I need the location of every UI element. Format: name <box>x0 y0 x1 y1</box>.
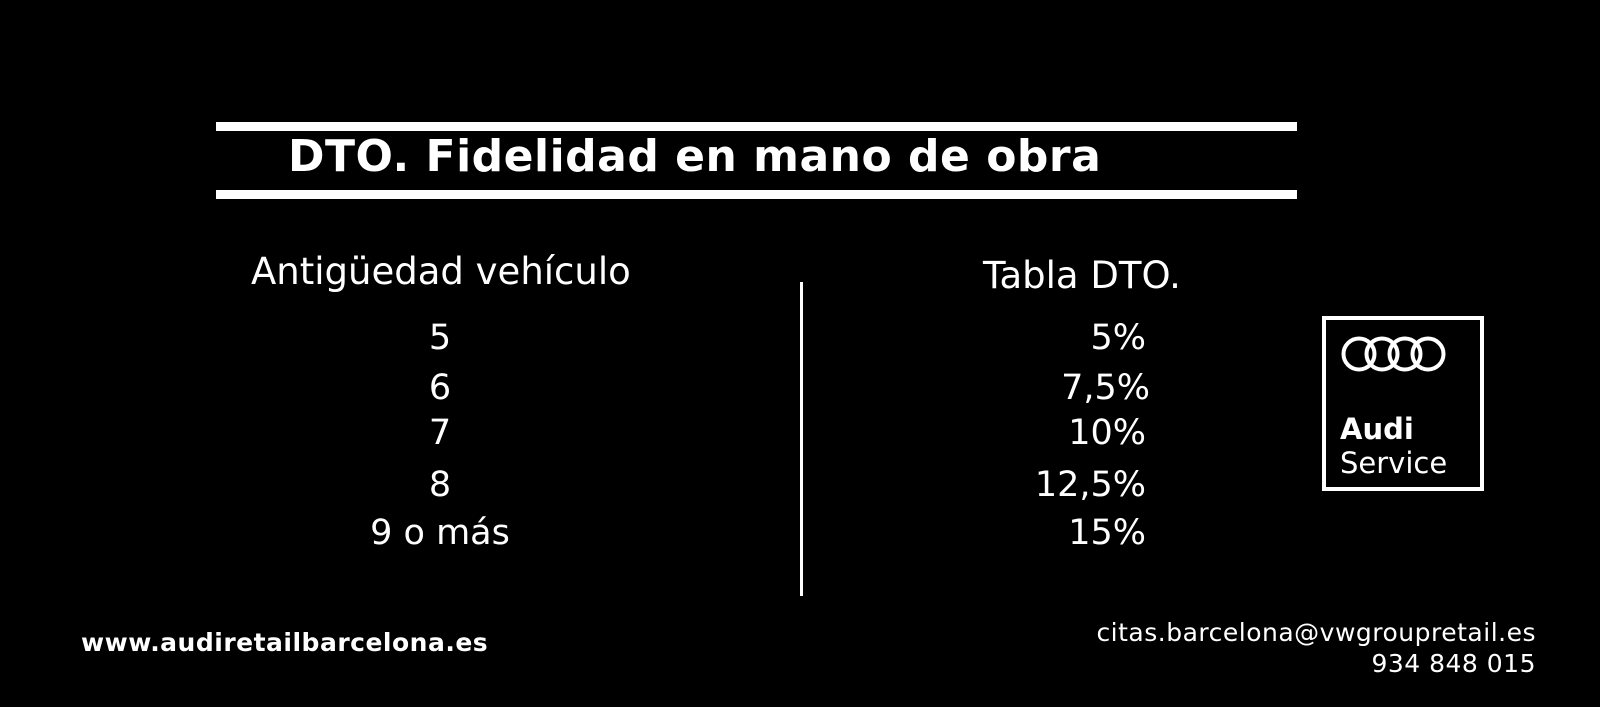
vehicle-age-cell: 9 o más <box>370 513 510 553</box>
page-title: DTO. Fidelidad en mano de obra <box>288 131 1102 182</box>
audi-service-logo: Audi Service <box>1322 316 1484 491</box>
discount-cell: 15% <box>1068 513 1146 553</box>
title-bottom-rule <box>216 190 1297 199</box>
vehicle-age-cell: 6 <box>428 368 452 408</box>
discount-cell: 5% <box>1090 318 1146 358</box>
contact-block: citas.barcelona@vwgroupretail.es 934 848… <box>1096 617 1536 679</box>
column-header-vehicle-age: Antigüedad vehículo <box>251 250 631 293</box>
discount-cell: 12,5% <box>1034 465 1146 505</box>
phone-number[interactable]: 934 848 015 <box>1371 649 1536 678</box>
website-link[interactable]: www.audiretailbarcelona.es <box>81 628 489 657</box>
vehicle-age-cell: 5 <box>428 318 452 358</box>
vehicle-age-cell: 7 <box>428 413 452 453</box>
discount-cell: 10% <box>1068 413 1146 453</box>
title-top-rule <box>216 122 1297 131</box>
column-header-discount: Tabla DTO. <box>983 254 1181 297</box>
discount-cell: 7,5% <box>1061 368 1150 408</box>
logo-brand-text: Audi <box>1340 412 1414 446</box>
four-rings-icon <box>1341 336 1446 372</box>
email-link[interactable]: citas.barcelona@vwgroupretail.es <box>1096 618 1536 647</box>
vehicle-age-cell: 8 <box>428 465 452 505</box>
column-divider <box>800 282 803 596</box>
logo-service-text: Service <box>1340 446 1448 480</box>
